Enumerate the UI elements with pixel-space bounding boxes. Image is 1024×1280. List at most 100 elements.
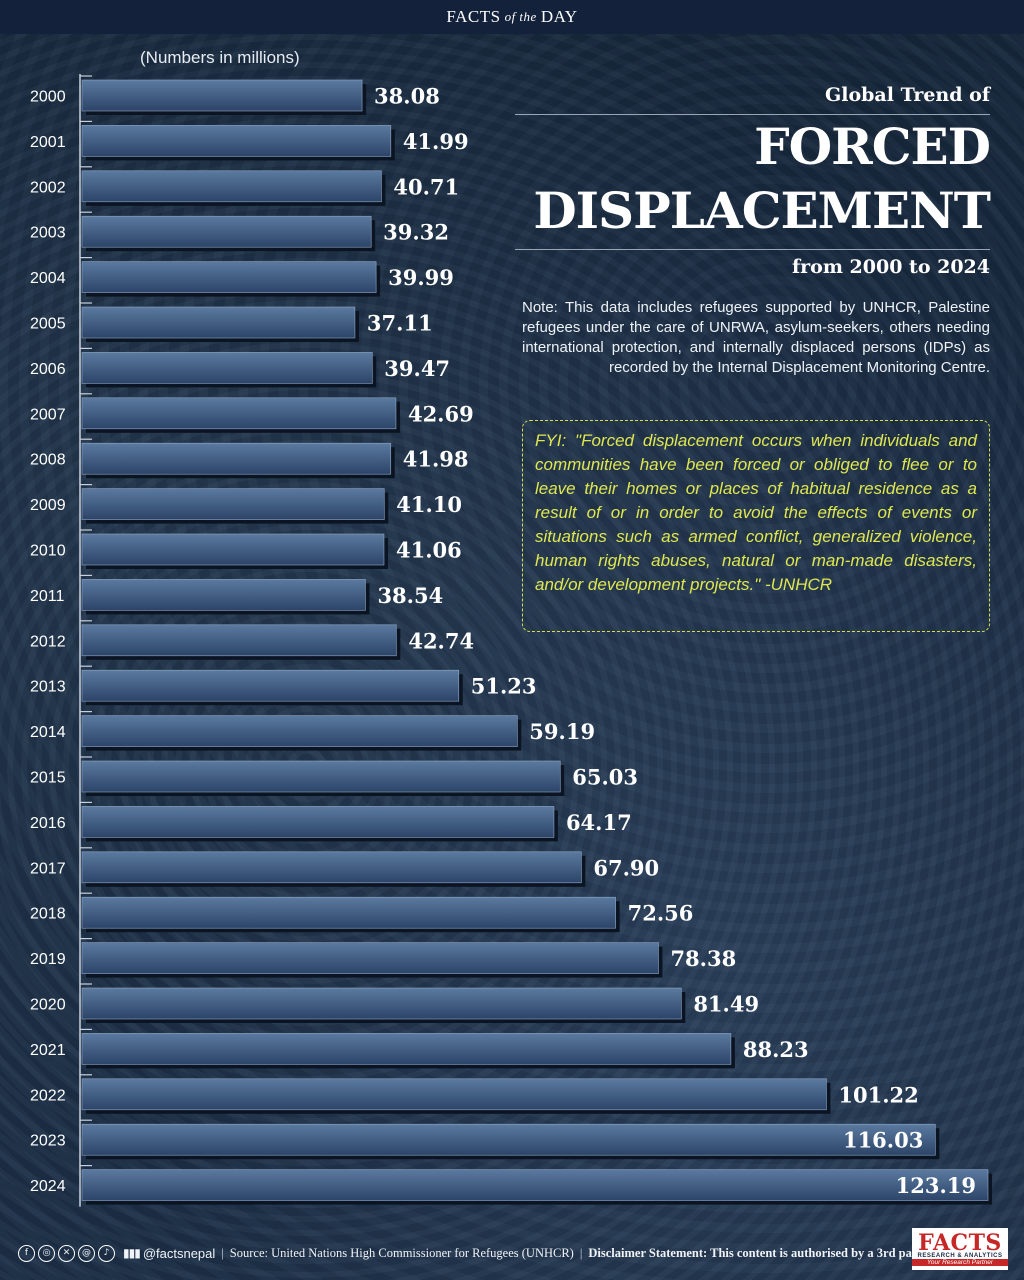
social-handle[interactable]: ▮▮▮ @factsnepal [123, 1246, 215, 1261]
year-label: 2022 [30, 1087, 66, 1104]
title-big-line2: DISPLACEMENT [515, 179, 991, 250]
bar-2001 [81, 125, 392, 157]
bar-2011 [81, 579, 366, 611]
bar-2018 [81, 896, 616, 929]
bar-2013 [81, 669, 460, 702]
value-label: 41.06 [396, 538, 462, 563]
bar-2017 [81, 851, 582, 884]
logo-tag: Your Research Partner [912, 1258, 1008, 1266]
year-label: 2004 [30, 270, 66, 287]
value-label: 88.23 [743, 1037, 809, 1062]
logo-main: FACTS [918, 1229, 1002, 1256]
bar-2019 [81, 942, 659, 974]
year-label: 2017 [30, 860, 66, 877]
title-big-line1: FORCED [754, 117, 991, 176]
year-label: 2013 [30, 679, 66, 696]
year-label: 2000 [30, 89, 66, 106]
disclaimer-text: Disclaimer Statement: This content is au… [588, 1245, 931, 1260]
handle-text: @factsnepal [142, 1245, 216, 1261]
header-bar: FACTS of the DAY [0, 0, 1024, 34]
bar-2015 [81, 760, 561, 793]
value-label: 40.71 [393, 174, 459, 199]
instagram-icon[interactable]: ◎ [38, 1244, 55, 1262]
bar-2014 [81, 715, 518, 747]
value-label: 39.99 [388, 265, 454, 290]
value-label: 37.11 [367, 311, 433, 336]
divider: | [579, 1245, 583, 1260]
title-subtitle: from 2000 to 2024 [791, 256, 990, 278]
bar-2016 [81, 806, 555, 838]
header-of-the: of the [504, 9, 537, 24]
logo-sub: RESEARCH & ANALYTICS [917, 1252, 1003, 1259]
value-label: 64.17 [566, 810, 632, 835]
year-label: 2005 [30, 316, 66, 333]
year-label: 2019 [30, 951, 66, 968]
value-label: 38.54 [377, 583, 443, 608]
bar-2004 [81, 261, 377, 293]
year-label: 2001 [30, 134, 66, 151]
bar-2000 [81, 79, 363, 112]
bar-2009 [81, 488, 385, 520]
x-icon[interactable]: ✕ [58, 1244, 75, 1262]
units-note: (Numbers in millions) [140, 48, 300, 67]
value-label: 67.90 [593, 855, 659, 880]
bar-2020 [81, 987, 682, 1020]
value-label: 39.47 [384, 356, 450, 381]
value-label: 72.56 [628, 901, 694, 926]
year-label: 2023 [30, 1133, 66, 1150]
value-label: 65.03 [572, 765, 638, 790]
value-label: 38.08 [374, 84, 440, 109]
year-label: 2009 [30, 497, 66, 514]
year-label: 2016 [30, 815, 66, 832]
tiktok-icon[interactable]: ♪ [98, 1244, 115, 1262]
year-label: 2003 [30, 225, 66, 242]
year-label: 2020 [30, 997, 66, 1014]
source-text: Source: United Nations High Commissioner… [229, 1245, 574, 1260]
divider: | [221, 1245, 224, 1260]
year-label: 2014 [30, 724, 66, 741]
value-label: 42.69 [408, 401, 474, 426]
year-label: 2011 [30, 588, 65, 605]
title-small: Global Trend of [515, 84, 990, 115]
year-label: 2012 [30, 633, 66, 650]
year-label: 2002 [30, 179, 66, 196]
year-label: 2006 [30, 361, 66, 378]
bar-2003 [81, 215, 372, 248]
value-label: 41.99 [403, 129, 469, 154]
value-label: 78.38 [670, 946, 736, 971]
facts-logo: FACTS RESEARCH & ANALYTICS Your Research… [912, 1228, 1008, 1270]
value-label: 41.10 [396, 492, 462, 517]
bar-2010 [81, 533, 385, 566]
bar-2022 [81, 1078, 827, 1111]
data-note: Note: This data includes refugees suppor… [522, 299, 990, 376]
year-label: 2015 [30, 770, 66, 787]
bar-chart-icon: ▮▮▮ [123, 1246, 141, 1260]
bar-2007 [81, 397, 397, 430]
value-label: 39.32 [383, 220, 449, 245]
value-label: 51.23 [471, 674, 537, 699]
bar-2006 [81, 352, 373, 384]
threads-icon[interactable]: @ [78, 1244, 95, 1262]
year-label: 2010 [30, 543, 66, 560]
year-label: 2021 [30, 1042, 66, 1059]
footer: f ◎ ✕ @ ♪ ▮▮▮ @factsnepal | Source: Unit… [0, 1226, 1024, 1280]
bar-2002 [81, 170, 382, 203]
bar-2023 [81, 1123, 936, 1156]
year-label: 2007 [30, 406, 66, 423]
year-label: 2018 [30, 906, 66, 923]
bar-2012 [81, 624, 397, 657]
value-label: 42.74 [408, 628, 474, 653]
value-label: 116.03 [843, 1128, 923, 1153]
fyi-box: FYI: "Forced displacement occurs when in… [522, 420, 990, 632]
value-label: 81.49 [693, 992, 759, 1017]
bar-2024 [81, 1169, 989, 1201]
value-label: 123.19 [896, 1173, 976, 1198]
value-label: 41.98 [403, 447, 469, 472]
year-label: 2008 [30, 452, 66, 469]
social-icons: f ◎ ✕ @ ♪ [18, 1244, 115, 1262]
header-facts: FACTS [446, 7, 501, 26]
value-label: 101.22 [838, 1082, 918, 1107]
facebook-icon[interactable]: f [18, 1244, 35, 1262]
bar-2021 [81, 1033, 732, 1065]
